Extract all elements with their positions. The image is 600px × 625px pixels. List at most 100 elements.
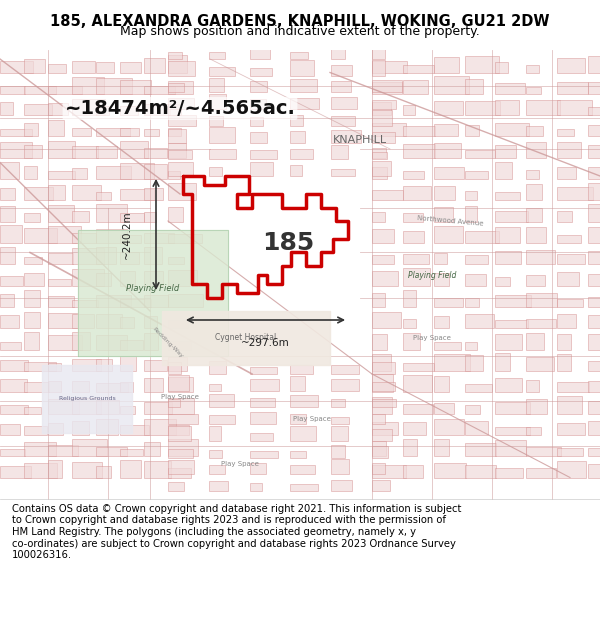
- Bar: [0, 466, 31, 478]
- Bar: [372, 46, 385, 59]
- Bar: [209, 94, 226, 109]
- Bar: [96, 62, 113, 72]
- Bar: [372, 79, 402, 92]
- Bar: [24, 382, 49, 392]
- Bar: [168, 171, 181, 179]
- Bar: [144, 378, 163, 392]
- Bar: [168, 439, 198, 456]
- Bar: [24, 145, 41, 158]
- Bar: [96, 106, 109, 115]
- Bar: [557, 142, 581, 158]
- Text: ~18474m²/~4.565ac.: ~18474m²/~4.565ac.: [65, 99, 295, 118]
- Bar: [557, 58, 586, 72]
- Bar: [0, 276, 23, 286]
- Bar: [48, 381, 61, 392]
- Bar: [464, 274, 486, 286]
- Bar: [209, 426, 221, 441]
- Bar: [48, 184, 65, 201]
- Bar: [0, 359, 28, 371]
- Bar: [496, 122, 529, 136]
- Bar: [120, 356, 136, 371]
- Bar: [557, 382, 589, 392]
- Bar: [96, 229, 127, 243]
- Bar: [464, 171, 488, 179]
- Bar: [557, 129, 574, 136]
- Bar: [96, 401, 119, 414]
- Bar: [72, 269, 104, 286]
- Bar: [588, 146, 600, 158]
- Bar: [250, 398, 275, 408]
- Bar: [120, 235, 141, 243]
- Bar: [372, 61, 385, 76]
- Bar: [434, 101, 463, 115]
- Bar: [168, 142, 185, 158]
- Bar: [290, 131, 305, 142]
- Bar: [0, 379, 27, 392]
- Bar: [496, 211, 528, 222]
- Bar: [0, 449, 25, 456]
- Bar: [168, 449, 193, 458]
- Bar: [557, 188, 593, 201]
- Bar: [464, 298, 479, 307]
- Bar: [403, 404, 433, 414]
- Bar: [96, 128, 130, 136]
- Bar: [331, 97, 356, 109]
- Bar: [48, 363, 61, 371]
- Bar: [209, 149, 236, 159]
- Bar: [250, 118, 263, 126]
- Bar: [168, 425, 189, 435]
- Bar: [168, 129, 186, 142]
- Bar: [464, 101, 500, 115]
- Bar: [290, 451, 306, 458]
- Bar: [168, 183, 196, 201]
- Bar: [144, 104, 170, 115]
- Bar: [588, 401, 600, 414]
- Bar: [209, 464, 226, 474]
- Bar: [96, 314, 122, 328]
- Bar: [72, 211, 89, 222]
- Bar: [209, 78, 224, 92]
- Bar: [464, 355, 484, 371]
- Bar: [526, 227, 546, 243]
- Bar: [526, 427, 541, 435]
- Bar: [0, 206, 15, 222]
- Bar: [120, 340, 143, 349]
- Bar: [120, 163, 154, 179]
- Bar: [72, 249, 104, 264]
- Bar: [464, 255, 488, 264]
- Bar: [588, 124, 600, 136]
- Bar: [0, 129, 32, 136]
- Bar: [120, 406, 136, 414]
- Bar: [168, 377, 193, 392]
- Text: Play Space: Play Space: [293, 416, 331, 422]
- Bar: [526, 319, 556, 328]
- Bar: [168, 468, 191, 478]
- Text: Playing Field: Playing Field: [408, 271, 456, 279]
- Bar: [250, 379, 280, 391]
- Bar: [48, 64, 67, 72]
- Bar: [0, 188, 15, 201]
- Bar: [144, 86, 175, 94]
- Bar: [290, 365, 313, 374]
- Bar: [588, 448, 600, 456]
- Bar: [588, 421, 600, 435]
- Bar: [331, 480, 352, 491]
- Bar: [120, 141, 148, 158]
- Bar: [403, 422, 426, 435]
- Bar: [372, 82, 401, 94]
- Bar: [403, 319, 416, 328]
- Bar: [526, 64, 539, 72]
- Bar: [464, 191, 477, 201]
- Bar: [331, 399, 346, 408]
- Bar: [434, 316, 449, 328]
- Bar: [403, 254, 429, 264]
- Bar: [24, 228, 58, 243]
- Bar: [403, 105, 415, 115]
- Bar: [96, 359, 112, 371]
- Bar: [526, 100, 560, 115]
- Bar: [557, 235, 581, 243]
- Bar: [290, 466, 314, 474]
- Bar: [250, 432, 273, 441]
- Bar: [557, 254, 585, 264]
- Bar: [250, 48, 270, 59]
